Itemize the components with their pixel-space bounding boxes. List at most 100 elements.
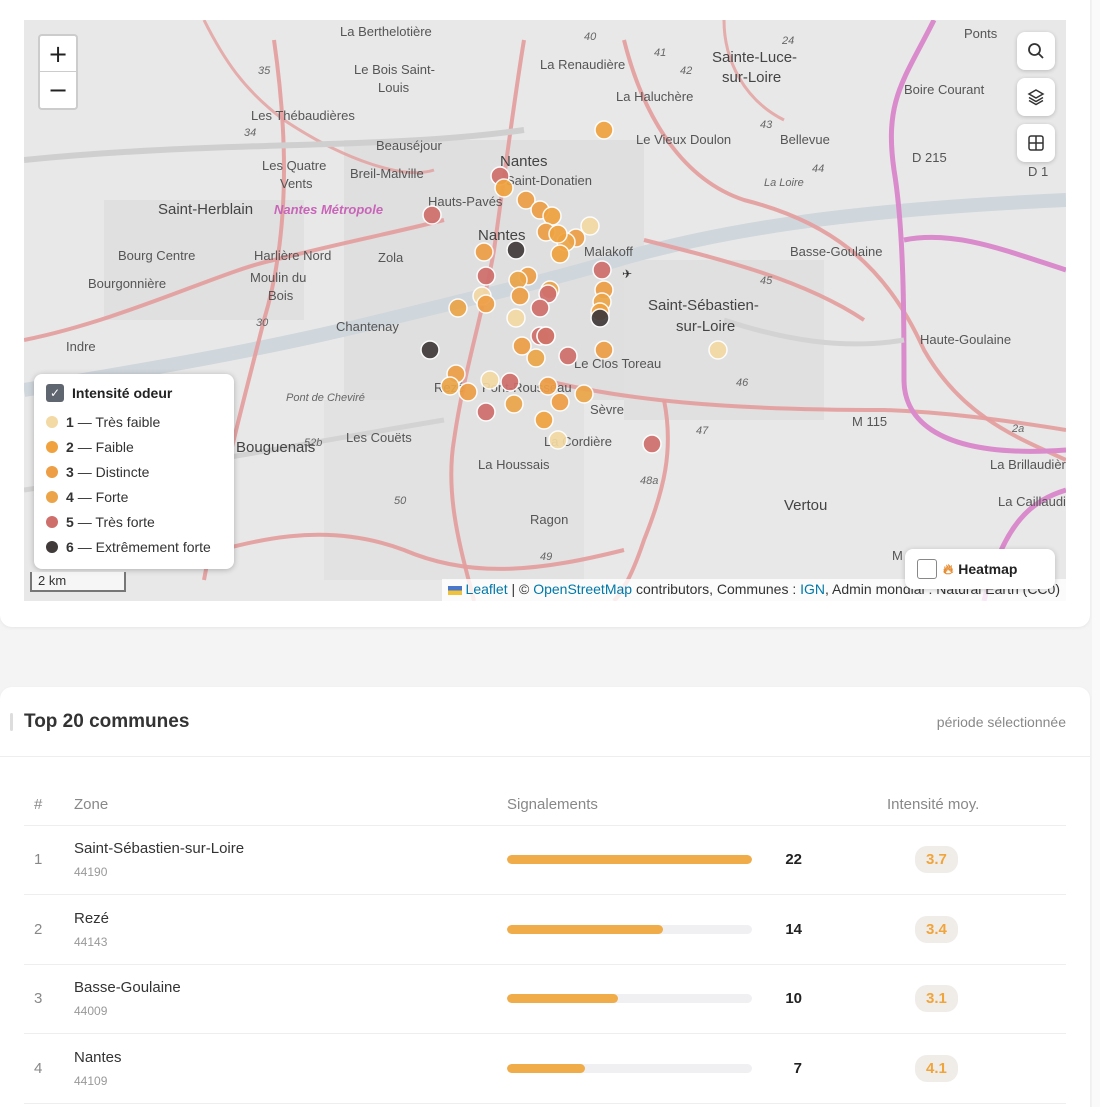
osm-link[interactable]: OpenStreetMap: [533, 581, 633, 597]
card-header: Top 20 communes période sélectionnée: [0, 687, 1090, 757]
report-marker[interactable]: [448, 298, 468, 318]
svg-text:34: 34: [244, 127, 256, 139]
report-marker[interactable]: [642, 434, 662, 454]
report-marker[interactable]: [510, 286, 530, 306]
table-row[interactable]: 4 Nantes 44109 7 4.1: [24, 1033, 1066, 1104]
map[interactable]: La Berthelotière La Renaudière Sainte-Lu…: [24, 20, 1066, 601]
table-row[interactable]: 1 Saint-Sébastien-sur-Loire 44190 22 3.7: [24, 825, 1066, 895]
svg-text:47: 47: [696, 425, 709, 437]
report-marker[interactable]: [500, 372, 520, 392]
map-card: La Berthelotière La Renaudière Sainte-Lu…: [0, 0, 1090, 627]
svg-text:52b: 52b: [304, 437, 322, 449]
report-marker[interactable]: [530, 298, 550, 318]
legend-item: 1— Très faible: [46, 409, 222, 434]
zone-code: 44190: [74, 865, 108, 880]
report-marker[interactable]: [548, 430, 568, 450]
report-marker[interactable]: [504, 394, 524, 414]
svg-text:Harlière Nord: Harlière Nord: [254, 248, 331, 263]
report-marker[interactable]: [580, 216, 600, 236]
zoom-in-button[interactable]: +: [40, 36, 76, 72]
heatmap-toggle[interactable]: 🔥︎ Heatmap: [905, 549, 1055, 589]
svg-text:Pont de Cheviré: Pont de Cheviré: [286, 392, 365, 404]
svg-text:24: 24: [781, 35, 794, 47]
svg-text:sur-Loire: sur-Loire: [722, 69, 781, 86]
zone-name[interactable]: Rezé: [74, 909, 110, 927]
table-row[interactable]: 2 Rezé 44143 14 3.4: [24, 894, 1066, 965]
page-scrollbar[interactable]: [1092, 0, 1100, 1107]
legend-label: — Distincte: [77, 463, 150, 480]
report-marker[interactable]: [476, 402, 496, 422]
row-intensite: 3.7: [887, 825, 1066, 895]
intensity-dot-icon: [46, 465, 58, 478]
report-marker[interactable]: [494, 178, 514, 198]
report-marker[interactable]: [422, 205, 442, 225]
report-marker[interactable]: [480, 370, 500, 390]
map-layers-button[interactable]: [1017, 78, 1055, 116]
svg-text:43: 43: [760, 119, 773, 131]
report-marker[interactable]: [592, 260, 612, 280]
report-marker[interactable]: [558, 346, 578, 366]
svg-text:Bois: Bois: [268, 288, 294, 303]
legend-title-row[interactable]: ✓ Intensité odeur: [46, 384, 222, 402]
report-marker[interactable]: [526, 348, 546, 368]
header-intensite[interactable]: Intensité moy.: [887, 785, 1066, 826]
report-marker[interactable]: [506, 308, 526, 328]
heatmap-checkbox[interactable]: [917, 559, 937, 579]
zone-name[interactable]: Saint-Sébastien-sur-Loire: [74, 840, 245, 858]
svg-text:Louis: Louis: [378, 80, 410, 95]
report-marker[interactable]: [440, 376, 460, 396]
report-marker[interactable]: [708, 340, 728, 360]
svg-text:Les Thébaudières: Les Thébaudières: [251, 108, 355, 123]
count-bar-fill: [507, 855, 752, 865]
svg-text:Malakoff: Malakoff: [584, 244, 633, 259]
intensity-dot-icon: [46, 415, 58, 428]
svg-text:La Haluchère: La Haluchère: [616, 89, 693, 104]
report-marker[interactable]: [516, 190, 536, 210]
svg-text:Saint-Sébastien-: Saint-Sébastien-: [648, 297, 759, 314]
report-marker[interactable]: [548, 224, 568, 244]
map-grid-button[interactable]: [1017, 124, 1055, 162]
zone-code: 44143: [74, 934, 108, 949]
row-zone: Rezé 44143: [74, 894, 507, 965]
report-marker[interactable]: [538, 376, 558, 396]
zone-name[interactable]: Nantes: [74, 1048, 122, 1066]
report-marker[interactable]: [476, 294, 496, 314]
svg-text:Hauts-Pavés: Hauts-Pavés: [428, 194, 503, 209]
report-marker[interactable]: [594, 120, 614, 140]
map-search-button[interactable]: [1017, 32, 1055, 70]
svg-text:35: 35: [258, 65, 271, 77]
report-marker[interactable]: [506, 240, 526, 260]
report-marker[interactable]: [574, 384, 594, 404]
legend-label: — Extrêmement forte: [77, 538, 211, 555]
row-signalements: 22: [507, 825, 887, 895]
grid-icon: [1028, 135, 1044, 151]
header-zone[interactable]: Zone: [74, 785, 507, 826]
report-marker[interactable]: [550, 392, 570, 412]
svg-text:2a: 2a: [1011, 423, 1024, 435]
row-zone: Basse-Goulaine 44009: [74, 964, 507, 1034]
report-marker[interactable]: [550, 244, 570, 264]
checkbox-checked-icon[interactable]: ✓: [46, 384, 64, 402]
report-marker[interactable]: [420, 340, 440, 360]
zoom-out-button[interactable]: −: [47, 76, 69, 104]
report-marker[interactable]: [594, 340, 614, 360]
report-marker[interactable]: [458, 382, 478, 402]
report-marker[interactable]: [476, 266, 496, 286]
report-marker[interactable]: [474, 242, 494, 262]
report-marker[interactable]: [508, 270, 528, 290]
zone-name[interactable]: Basse-Goulaine: [74, 979, 181, 997]
header-signalements[interactable]: Signalements: [507, 785, 887, 826]
report-markers: [420, 120, 728, 454]
svg-text:42: 42: [680, 65, 692, 77]
leaflet-link[interactable]: Leaflet: [465, 581, 508, 597]
ign-link[interactable]: IGN: [800, 581, 826, 597]
svg-text:Bouguenais: Bouguenais: [236, 439, 315, 456]
svg-text:sur-Loire: sur-Loire: [676, 318, 735, 335]
report-marker[interactable]: [512, 336, 532, 356]
intensity-badge: 3.7: [915, 846, 958, 874]
report-marker[interactable]: [536, 326, 556, 346]
report-marker[interactable]: [590, 308, 610, 328]
table-row[interactable]: 3 Basse-Goulaine 44009 10 3.1: [24, 964, 1066, 1034]
report-marker[interactable]: [534, 410, 554, 430]
svg-text:Le Bois Saint-: Le Bois Saint-: [354, 62, 435, 77]
